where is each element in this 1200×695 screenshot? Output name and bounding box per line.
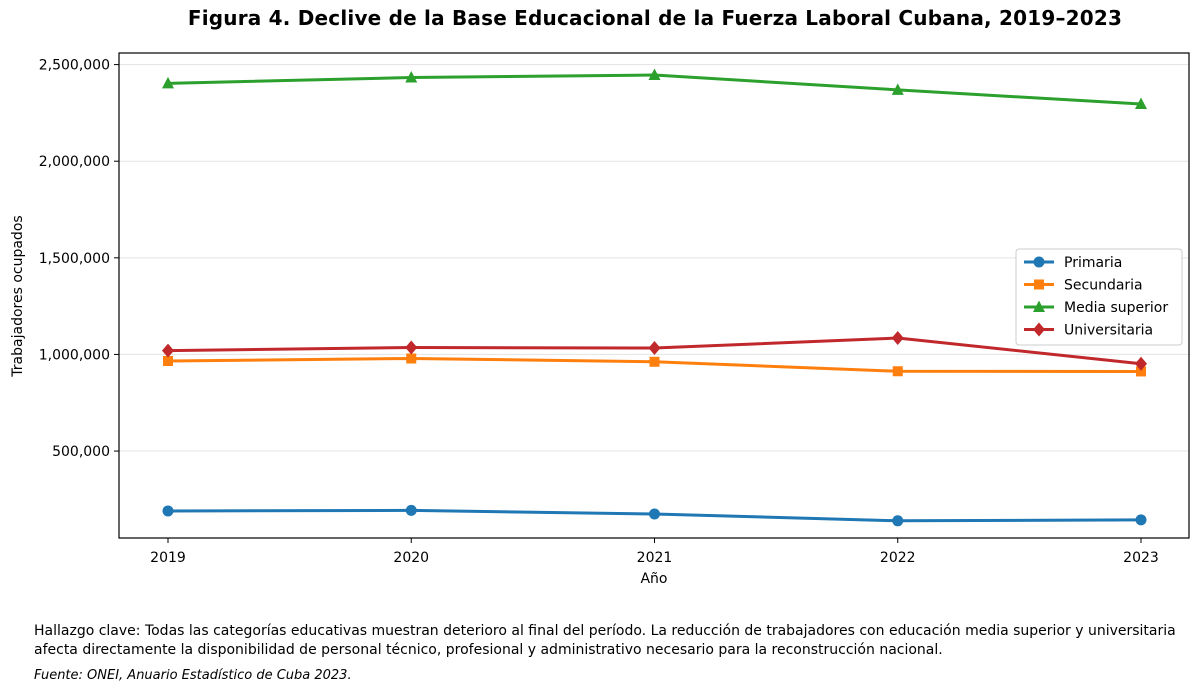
series-lines [162,68,1147,527]
y-axis-label: Trabajadores ocupados [10,215,26,377]
x-tick-label: 2019 [150,550,186,566]
data-point-media-superior [162,76,174,89]
data-point-primaria [892,515,904,527]
legend: Primaria Secundaria Media superior Universi… [1015,248,1183,346]
legend-marker-primaria [1033,256,1045,268]
series-secundaria [163,353,1146,377]
data-point-secundaria [649,356,660,367]
data-point-universitaria [891,331,904,346]
legend-label-primaria: Primaria [1064,255,1122,271]
x-tick-label: 2021 [637,550,673,566]
chart-title: Figura 4. Declive de la Base Educacional… [187,6,1123,30]
data-point-primaria [405,504,417,516]
data-point-media-superior [1135,97,1147,110]
y-tick-label: 2,500,000 [39,58,110,74]
x-tick-label: 2022 [880,550,916,566]
legend-label-secundaria: Secundaria [1064,278,1143,294]
legend-marker-media-superior [1033,300,1045,312]
data-point-universitaria [162,343,174,358]
series-universitaria [162,331,1147,371]
data-point-secundaria [1136,366,1146,377]
legend-marker-universitaria [1033,322,1045,337]
data-point-primaria [1135,514,1147,526]
data-point-universitaria [1135,356,1147,371]
x-tick-label: 2020 [393,550,429,566]
axes: 500,000 1,000,000 1,500,000 2,000,000 2,500,… [39,52,1190,566]
data-point-media-superior [648,68,661,81]
data-point-secundaria [892,366,903,377]
y-tick-label: 1,500,000 [39,251,110,267]
x-tick-label: 2023 [1123,550,1159,566]
data-point-secundaria [406,353,417,364]
key-finding-note: Hallazgo clave: Todas las categorías edu… [34,623,1176,658]
y-tick-label: 500,000 [52,444,110,460]
data-point-universitaria [648,341,661,356]
data-point-media-superior [891,83,904,95]
data-point-media-superior [405,71,418,83]
source-note: Fuente: ONEI, Anuario Estadístico de Cub… [34,668,352,683]
y-tick-label: 2,000,000 [39,154,110,170]
series-primaria [162,504,1147,527]
legend-box [1015,248,1183,346]
x-axis-label: Año [640,571,667,587]
series-media-superior [162,68,1147,110]
data-point-universitaria [405,340,418,355]
data-point-primaria [649,508,660,520]
y-tick-label: 1,000,000 [39,347,110,363]
line-chart: 500,000 1,000,000 1,500,000 2,000,000 2,500,… [10,52,1190,587]
data-point-primaria [162,505,174,517]
plot-frame [118,52,1190,539]
legend-marker-secundaria [1034,279,1044,290]
legend-label-media-superior: Media superior [1064,300,1168,316]
legend-label-universitaria: Universitaria [1064,323,1153,339]
data-point-secundaria [163,356,173,367]
